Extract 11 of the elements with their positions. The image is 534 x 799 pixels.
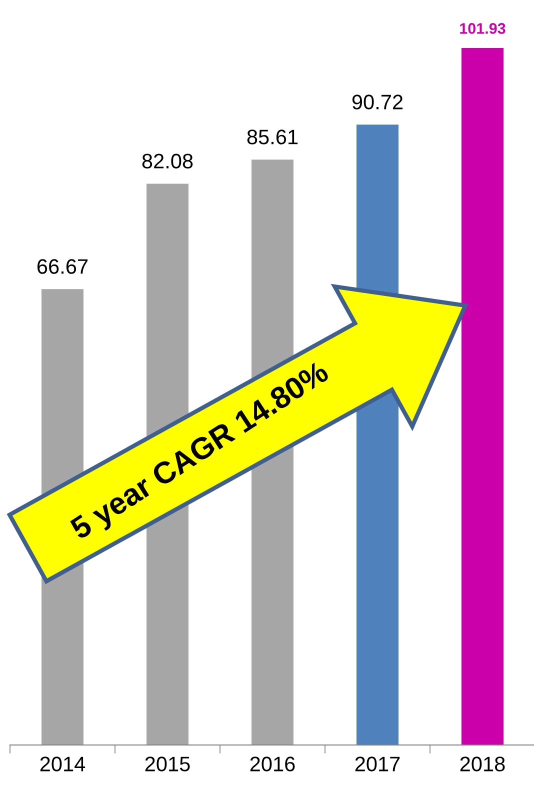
data-label: 82.08 (142, 154, 193, 169)
x-tick-label: 2015 (145, 756, 190, 772)
x-tick-label: 2017 (355, 756, 400, 772)
data-label: 85.61 (247, 130, 298, 144)
x-tick-label: 2014 (40, 756, 86, 772)
data-label: 101.93 (460, 23, 506, 34)
data-label: 66.67 (37, 259, 88, 274)
x-tick-label: 2018 (460, 756, 505, 772)
bar (462, 48, 504, 745)
data-label: 90.72 (352, 94, 403, 110)
x-tick-label: 2016 (250, 756, 295, 772)
